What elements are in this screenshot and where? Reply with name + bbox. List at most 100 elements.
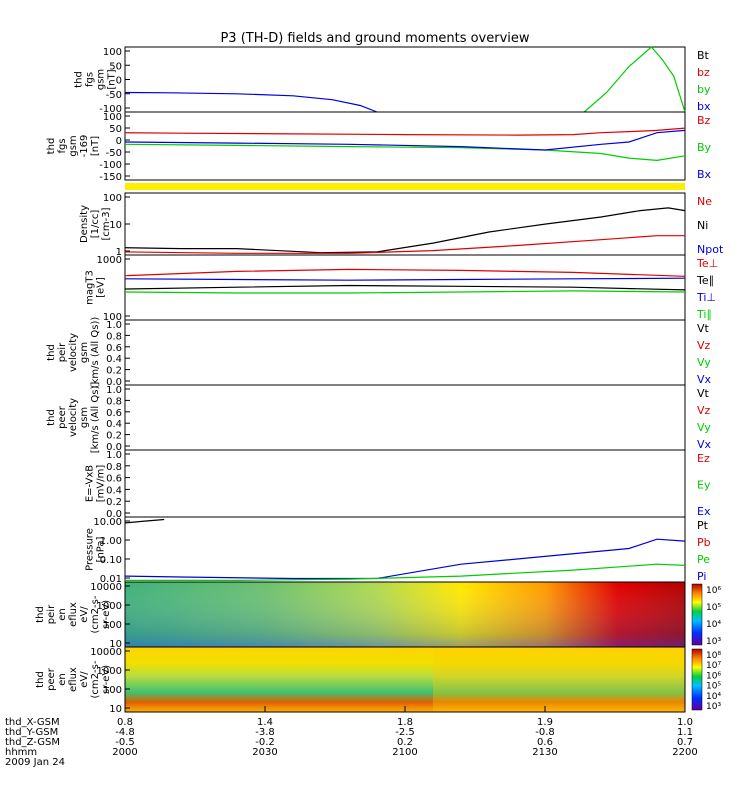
colorbar-label: 10³ xyxy=(706,702,721,712)
y-axis-label: peir xyxy=(57,342,68,362)
y-tick-label: 0.0 xyxy=(106,509,122,520)
y-tick-label: 0.2 xyxy=(106,431,122,442)
series-line-Pe xyxy=(125,563,686,581)
y-tick-label: 10000 xyxy=(90,647,122,658)
y-axis-label: (km/s (All Qs)) xyxy=(90,317,101,389)
y-axis-label: fgs xyxy=(85,72,96,87)
y-tick-label: -100 xyxy=(99,160,122,171)
y-axis-label: sr-eV) xyxy=(101,665,112,694)
y-axis-label: peir xyxy=(46,604,57,624)
panel-frame xyxy=(124,516,686,583)
y-tick-label: 100 xyxy=(103,620,122,631)
y-axis-label: [mV/m] xyxy=(96,465,107,503)
y-axis-label: en xyxy=(57,673,68,686)
y-tick-label: 1000 xyxy=(97,666,122,677)
y-axis-label: gsm xyxy=(68,135,79,156)
legend-entry: bx xyxy=(697,100,711,113)
panel-peer: 1.00.80.60.40.20.0 thd peer velocity gsm [km/… xyxy=(46,382,712,454)
y-axis-label: [eV] xyxy=(96,277,107,298)
x-tick-label: 1.1 xyxy=(677,727,693,738)
legend-entry: Vz xyxy=(697,339,711,352)
y-axis-label: (cm2-s- xyxy=(90,660,101,698)
panel-frame xyxy=(124,192,686,256)
legend-entry: Te⊥ xyxy=(696,257,718,270)
x-tick-label: -4.8 xyxy=(115,727,135,738)
panel-frame xyxy=(124,384,686,451)
legend-entry: Ti⊥ xyxy=(696,291,716,304)
y-tick-label: -100 xyxy=(99,104,122,115)
series-line-Ne xyxy=(124,235,685,254)
chart-title: P3 (TH-D) fields and ground moments over… xyxy=(220,31,529,46)
legend-entry: Ne xyxy=(697,195,712,208)
colorbar-label: 10³ xyxy=(706,637,721,647)
colorbar-label: 10⁵ xyxy=(706,682,721,692)
y-axis-label: Density xyxy=(79,205,90,243)
legend-entry: Ey xyxy=(697,479,711,492)
x-tick-label: 2030 xyxy=(252,747,277,758)
legend-entry: Vz xyxy=(697,404,711,417)
legend-entry: Pt xyxy=(697,519,709,532)
y-axis-label: thd xyxy=(46,409,57,426)
x-tick-label: 0.2 xyxy=(397,737,413,748)
legend-entry: Bz xyxy=(697,114,711,127)
y-tick-label: 10 xyxy=(109,220,122,231)
y-tick-label: 1000 xyxy=(97,255,122,266)
y-tick-label: 100 xyxy=(103,685,122,696)
y-tick-label: -50 xyxy=(106,148,122,159)
colorbar xyxy=(691,583,703,646)
series-line-by xyxy=(583,46,686,113)
y-tick-label: 100 xyxy=(103,312,122,323)
y-tick-label: -150 xyxy=(99,172,122,183)
colorbar-label: 10⁶ xyxy=(706,671,721,681)
y-axis-label: eflux xyxy=(68,667,79,692)
series-line-Bz xyxy=(124,127,686,136)
panel-fgs: 100 50 0 -50 -100 thd fgs gsm [nT] Bt bz by bx xyxy=(74,46,711,115)
y-axis-label: -169 xyxy=(79,135,90,158)
y-axis-label: thd xyxy=(35,606,46,623)
y-tick-label: 0.0 xyxy=(106,377,122,388)
x-tick-label: -3.8 xyxy=(255,727,275,738)
y-axis-label: sr-eV) xyxy=(101,600,112,629)
y-axis-label: en xyxy=(57,608,68,621)
y-axis-label: magT3 xyxy=(85,270,96,305)
panel-efield: 1.00.80.60.40.20.0 E=-VxB [mV/m] Ez Ey Ex xyxy=(85,449,711,520)
y-axis-label: gsm xyxy=(96,69,107,90)
y-axis-label: fgs xyxy=(57,138,68,153)
legend-entry: Ti∥ xyxy=(696,308,712,321)
x-axis-row-label: hhmm xyxy=(5,747,37,758)
y-tick-label: 0.8 xyxy=(106,396,122,407)
legend-entry: Pi xyxy=(697,570,706,583)
quality-flag-bar xyxy=(125,183,685,190)
y-tick-label: 50 xyxy=(109,61,122,72)
x-tick-label: -0.8 xyxy=(535,727,555,738)
y-tick-label: 100 xyxy=(103,112,122,123)
legend-entry: bz xyxy=(697,66,710,79)
y-axis-label: Pressure xyxy=(85,528,96,571)
legend-entry: Vt xyxy=(697,387,710,400)
y-tick-label: 1.00 xyxy=(100,536,122,547)
panel-peir: 1.00.80.60.40.20.0 thd peir velocity gsm (km/… xyxy=(46,317,712,389)
x-tick-label: 2100 xyxy=(392,747,417,758)
x-axis-row-label: thd_Z-GSM xyxy=(5,737,60,748)
series-line-Bx xyxy=(124,129,686,151)
y-tick-label: 0 xyxy=(116,76,122,87)
panel-frame xyxy=(124,319,686,386)
x-axis-date: 2009 Jan 24 xyxy=(5,757,65,768)
y-tick-label: 0.0 xyxy=(106,442,122,453)
y-axis-label: [nPa] xyxy=(96,536,107,562)
y-axis-label: thd xyxy=(46,138,57,155)
series-line-Te∥ xyxy=(124,284,686,291)
colorbar-label: 10⁴ xyxy=(706,620,721,630)
y-tick-label: 0.6 xyxy=(106,408,122,419)
y-tick-label: 0.01 xyxy=(100,574,122,585)
panel-ion_spec: 10000 1000 100 10 thd peir en eflux eV/(cm2-s-sr… xyxy=(35,581,721,650)
y-tick-label: 0.8 xyxy=(106,462,122,473)
legend-entry: Ex xyxy=(697,505,711,518)
y-tick-label: 10 xyxy=(109,704,122,715)
panel-frame xyxy=(124,111,686,181)
series-line-By xyxy=(124,143,686,162)
y-axis-label: [nT] xyxy=(107,69,118,89)
y-axis-label: E=-VxB xyxy=(85,465,96,502)
legend-entry: Vx xyxy=(697,373,712,386)
